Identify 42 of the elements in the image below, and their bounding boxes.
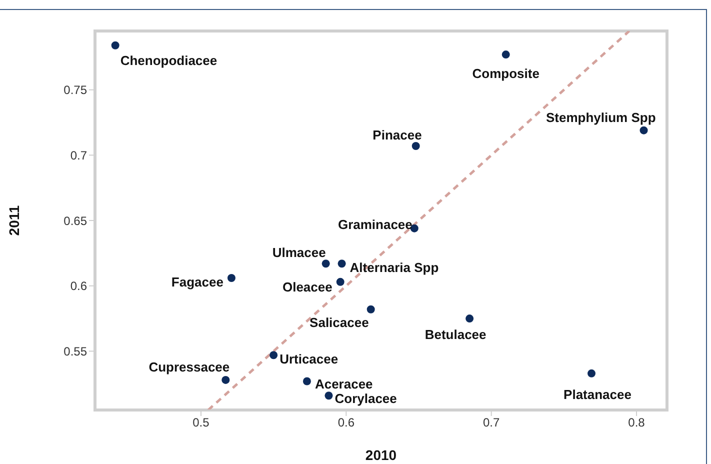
annotation: Oleacee <box>282 279 332 294</box>
annotation: Composite <box>472 66 540 81</box>
point <box>640 126 648 134</box>
point <box>324 392 333 400</box>
point <box>270 351 278 360</box>
x-tick-label: 0.7 <box>482 416 500 430</box>
annotation: Graminacee <box>338 216 412 232</box>
point <box>338 260 346 268</box>
annotation: Aceracee <box>314 376 373 392</box>
point <box>588 369 596 378</box>
annotation: Corylacee <box>334 391 397 406</box>
point <box>111 41 120 50</box>
point <box>227 274 236 282</box>
annotation: Betulacee <box>424 326 486 342</box>
annotation: Stemphylium Spp <box>546 110 656 125</box>
y-tick-label: 0.65 <box>64 214 88 228</box>
annotation: Ulmacee <box>272 245 326 260</box>
y-tick-label: 0.7 <box>70 148 88 162</box>
y-tick-label: 0.6 <box>70 279 88 294</box>
point <box>302 377 311 386</box>
point <box>502 50 510 59</box>
annotation: Salicacee <box>310 314 369 330</box>
annotation: Chenopodiacee <box>120 52 218 68</box>
x-tick-label: 0.5 <box>192 416 210 430</box>
point <box>466 314 474 323</box>
y-tick-label: 0.75 <box>64 83 88 98</box>
point <box>412 142 420 150</box>
x-tick-label: 0.8 <box>628 416 646 430</box>
point <box>322 260 330 268</box>
annotation: Pinacee <box>372 127 422 142</box>
point <box>222 376 230 384</box>
y-tick-label: 0.55 <box>64 344 88 358</box>
y-axis-title: 2011 <box>6 205 22 236</box>
annotation: Platanacee <box>564 386 632 402</box>
x-axis-title: 2010 <box>365 447 397 463</box>
annotation: Fagacee <box>171 274 224 290</box>
annotation: Cupressacee <box>148 359 230 374</box>
annotation: Alternaria Spp <box>350 260 439 276</box>
point <box>366 305 375 314</box>
point <box>336 278 344 286</box>
x-tick-label: 0.6 <box>338 416 355 430</box>
annotation: Urticacee <box>280 352 338 367</box>
